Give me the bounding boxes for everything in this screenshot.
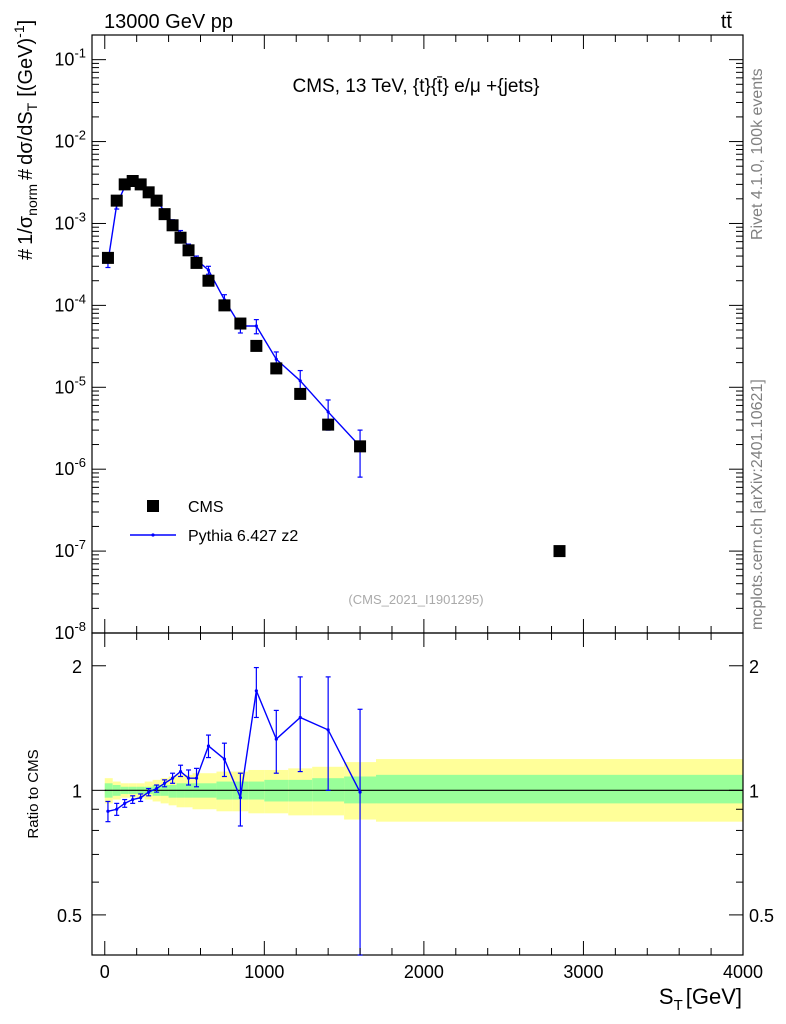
main-y-axis-label: #1/σnorm#dσ/dST[(GeV)-1] bbox=[11, 20, 40, 260]
ratio-y-tick-label-left: 0.5 bbox=[57, 906, 82, 926]
x-tick-label: 1000 bbox=[244, 962, 284, 982]
legend-cms-marker bbox=[147, 500, 159, 512]
main-y-tick-label: 10-6 bbox=[54, 455, 86, 479]
mcplots-label: mcplots.cern.ch [arXiv:2401.10621] bbox=[749, 379, 766, 630]
pythia-point bbox=[298, 379, 302, 383]
cms-data-point bbox=[150, 194, 163, 207]
pythia-series-line bbox=[107, 181, 361, 447]
cms-data-point bbox=[101, 251, 114, 264]
rivet-version-label: Rivet 4.1.0, 100k events bbox=[749, 68, 766, 240]
ratio-pythia-point bbox=[178, 769, 183, 774]
cms-data-point bbox=[110, 194, 123, 207]
ratio-y-tick-label-left: 1 bbox=[72, 781, 82, 801]
x-tick-label: 4000 bbox=[723, 962, 763, 982]
ratio-pythia-point bbox=[170, 776, 175, 780]
plot-title: CMS, 13 TeV, {t}{t̄} e/μ +{jets} bbox=[292, 76, 539, 97]
ratio-pythia-point bbox=[115, 807, 119, 811]
cms-data-point bbox=[354, 440, 367, 453]
process-label: tt̄ bbox=[721, 11, 733, 33]
ratio-pythia-point bbox=[131, 797, 135, 802]
legend-pythia-label: Pythia 6.427 z2 bbox=[188, 528, 298, 545]
ratio-plot-frame bbox=[91, 632, 744, 956]
x-axis: 0 1000 2000 3000 4000 bbox=[100, 35, 763, 982]
cms-data-point bbox=[250, 339, 263, 352]
pythia-point bbox=[254, 324, 258, 328]
cms-data-point bbox=[294, 387, 307, 400]
ratio-pythia-point bbox=[274, 737, 278, 741]
ratio-inner-band-bin bbox=[168, 785, 177, 798]
ratio-pythia-point bbox=[254, 689, 258, 693]
main-plot-data bbox=[101, 174, 566, 558]
legend-pythia-marker bbox=[151, 533, 155, 537]
energy-label: 13000 GeV pp bbox=[104, 11, 233, 33]
cms-data-point bbox=[190, 256, 203, 269]
main-plot-panel: 10-8 10-7 10-6 10-5 10-4 10-3 10-2 10-1 CMS, 13… bbox=[11, 20, 744, 643]
ratio-y-tick-label-right: 0.5 bbox=[749, 906, 774, 926]
cms-data-point bbox=[202, 274, 215, 287]
ratio-pythia-point bbox=[155, 786, 159, 791]
x-tick-label: 2000 bbox=[404, 962, 444, 982]
x-tick-label: 3000 bbox=[563, 962, 603, 982]
cms-data-point bbox=[218, 299, 231, 312]
main-y-tick-label: 10-1 bbox=[54, 46, 86, 70]
cms-data-point bbox=[322, 418, 335, 431]
ratio-y-tick-label-right: 2 bbox=[749, 657, 759, 677]
ratio-pythia-point bbox=[162, 781, 167, 785]
pythia-point bbox=[326, 410, 330, 414]
main-y-tick-label: 10-5 bbox=[54, 373, 86, 397]
ratio-y-axis-label: Ratio to CMS bbox=[25, 749, 42, 838]
main-y-tick-label: 10-2 bbox=[54, 128, 86, 152]
main-y-tick-label: 10-3 bbox=[54, 209, 86, 233]
analysis-id: (CMS_2021_I1901295) bbox=[348, 592, 483, 607]
x-axis-label: ST [GeV] bbox=[659, 984, 742, 1014]
ratio-pythia-point bbox=[238, 796, 242, 800]
ratio-plot-panel: 0.5 0.5 1 1 2 2 Ratio to CMS bbox=[25, 632, 774, 956]
x-tick-label: 0 bbox=[100, 962, 110, 982]
legend: CMS Pythia 6.427 z2 bbox=[130, 499, 298, 545]
pythia-point bbox=[274, 357, 278, 361]
ratio-pythia-point bbox=[106, 809, 110, 813]
pythia-point bbox=[206, 268, 211, 272]
cms-data-point bbox=[158, 208, 171, 221]
main-y-axis-label-text: #1/σnorm#dσ/dST[(GeV)-1] bbox=[11, 20, 40, 260]
ratio-inner-band-bin bbox=[376, 774, 743, 804]
ratio-y-tick-label-left: 2 bbox=[72, 657, 82, 677]
ratio-pythia-point bbox=[358, 790, 362, 794]
cms-data-point bbox=[234, 317, 247, 330]
cms-data-point bbox=[166, 219, 179, 232]
cms-data-point bbox=[174, 231, 187, 244]
ratio-y-tick-label-right: 1 bbox=[749, 781, 759, 801]
ratio-pythia-point bbox=[298, 715, 302, 720]
ratio-pythia-point bbox=[206, 744, 211, 748]
main-y-tick-label: 10-8 bbox=[54, 619, 86, 643]
ratio-y-axis: 0.5 0.5 1 1 2 2 bbox=[57, 657, 774, 926]
ratio-pythia-point bbox=[326, 728, 330, 732]
cms-data-point bbox=[270, 362, 283, 375]
main-y-tick-label: 10-4 bbox=[54, 291, 86, 315]
ratio-pythia-point bbox=[194, 776, 199, 780]
ratio-pythia-point bbox=[147, 790, 151, 794]
ratio-pythia-point bbox=[139, 796, 143, 800]
main-y-tick-label: 10-7 bbox=[54, 537, 86, 561]
ratio-pythia-point bbox=[222, 757, 227, 761]
ratio-pythia-point bbox=[186, 776, 191, 780]
ratio-pythia-point bbox=[123, 801, 127, 805]
legend-cms-label: CMS bbox=[188, 499, 224, 516]
cms-data-point bbox=[182, 244, 195, 257]
main-y-axis: 10-8 10-7 10-6 10-5 10-4 10-3 10-2 10-1 bbox=[54, 34, 743, 643]
cms-data-point bbox=[553, 545, 566, 558]
